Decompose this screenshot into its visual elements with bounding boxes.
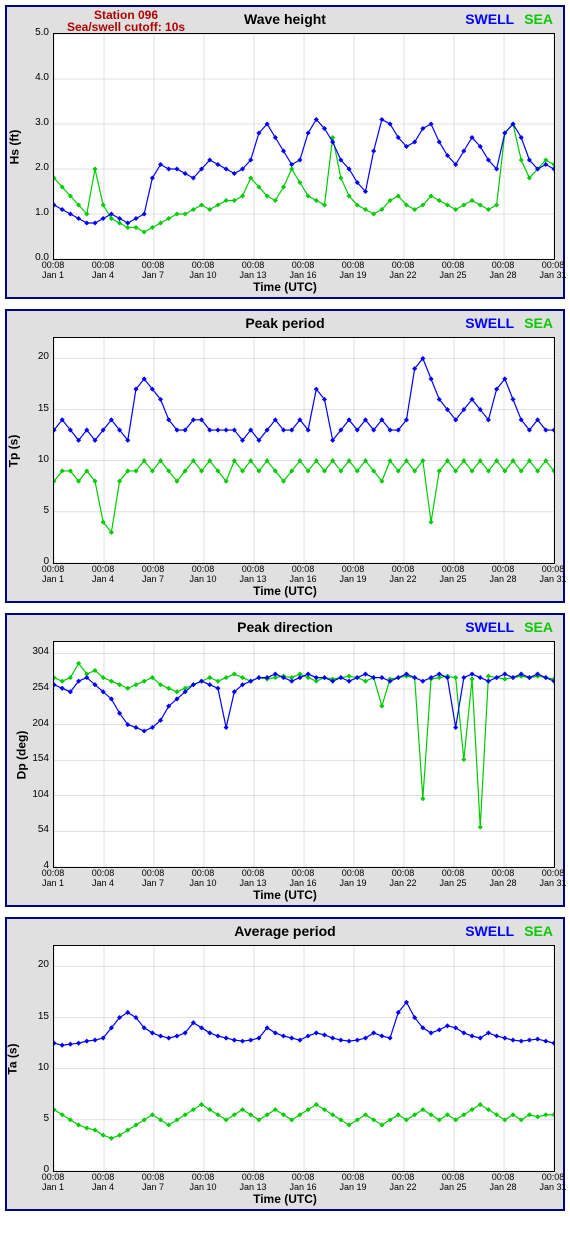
x-tick: 00:08 Jan 4 (83, 1172, 123, 1192)
x-tick: 00:08 Jan 31 (533, 1172, 570, 1192)
x-tick: 00:08 Jan 19 (333, 564, 373, 584)
legend: SWELL SEA (465, 923, 553, 939)
y-tick: 104 (17, 789, 49, 800)
x-tick: 00:08 Jan 13 (233, 260, 273, 280)
x-tick: 00:08 Jan 22 (383, 868, 423, 888)
x-tick: 00:08 Jan 10 (183, 564, 223, 584)
y-tick: 5.0 (17, 27, 49, 38)
x-tick: 00:08 Jan 4 (83, 260, 123, 280)
plot-area (53, 945, 555, 1172)
y-tick: 54 (17, 824, 49, 835)
x-axis-label: Time (UTC) (7, 1192, 563, 1206)
x-tick: 00:08 Jan 1 (33, 868, 73, 888)
y-tick: 15 (17, 1011, 49, 1022)
legend-sea: SEA (524, 923, 553, 939)
x-tick: 00:08 Jan 10 (183, 1172, 223, 1192)
x-tick: 00:08 Jan 31 (533, 564, 570, 584)
x-tick: 00:08 Jan 22 (383, 260, 423, 280)
plot-area (53, 641, 555, 868)
panel-peak-direction: Peak directionSWELLSEADp (deg)4541041542… (5, 613, 565, 907)
legend-swell: SWELL (465, 619, 514, 635)
y-tick: 10 (17, 1062, 49, 1073)
legend-swell: SWELL (465, 315, 514, 331)
y-tick: 3.0 (17, 117, 49, 128)
y-axis-label: Hs (ft) (7, 129, 21, 164)
x-tick: 00:08 Jan 16 (283, 260, 323, 280)
legend-sea: SEA (524, 11, 553, 27)
x-tick: 00:08 Jan 25 (433, 868, 473, 888)
x-tick: 00:08 Jan 7 (133, 260, 173, 280)
x-tick: 00:08 Jan 7 (133, 1172, 173, 1192)
x-tick: 00:08 Jan 7 (133, 868, 173, 888)
x-tick: 00:08 Jan 16 (283, 868, 323, 888)
x-tick: 00:08 Jan 22 (383, 1172, 423, 1192)
x-tick: 00:08 Jan 1 (33, 1172, 73, 1192)
x-tick: 00:08 Jan 10 (183, 868, 223, 888)
x-tick: 00:08 Jan 28 (483, 564, 523, 584)
legend-sea: SEA (524, 619, 553, 635)
x-axis-label: Time (UTC) (7, 280, 563, 294)
y-tick: 10 (17, 454, 49, 465)
x-tick: 00:08 Jan 16 (283, 564, 323, 584)
y-tick: 15 (17, 403, 49, 414)
y-tick: 20 (17, 959, 49, 970)
x-tick: 00:08 Jan 13 (233, 1172, 273, 1192)
plot-area (53, 337, 555, 564)
y-tick: 304 (17, 646, 49, 657)
x-tick: 00:08 Jan 4 (83, 564, 123, 584)
x-tick: 00:08 Jan 4 (83, 868, 123, 888)
y-tick: 154 (17, 753, 49, 764)
x-tick: 00:08 Jan 25 (433, 564, 473, 584)
legend: SWELL SEA (465, 315, 553, 331)
x-tick: 00:08 Jan 19 (333, 868, 373, 888)
x-tick: 00:08 Jan 1 (33, 260, 73, 280)
legend: SWELL SEA (465, 619, 553, 635)
x-axis-label: Time (UTC) (7, 584, 563, 598)
legend-swell: SWELL (465, 923, 514, 939)
x-tick: 00:08 Jan 28 (483, 868, 523, 888)
x-tick: 00:08 Jan 10 (183, 260, 223, 280)
x-tick: 00:08 Jan 16 (283, 1172, 323, 1192)
y-tick: 1.0 (17, 207, 49, 218)
panel-average-period: Average periodSWELLSEATa (s)0510152000:0… (5, 917, 565, 1211)
panel-wave-height: Station 096Sea/swell cutoff: 10sWave hei… (5, 5, 565, 299)
y-tick: 2.0 (17, 162, 49, 173)
x-tick: 00:08 Jan 25 (433, 260, 473, 280)
legend-sea: SEA (524, 315, 553, 331)
y-tick: 4.0 (17, 72, 49, 83)
y-tick: 5 (17, 505, 49, 516)
legend-swell: SWELL (465, 11, 514, 27)
x-tick: 00:08 Jan 22 (383, 564, 423, 584)
plot-area (53, 33, 555, 260)
legend: SWELL SEA (465, 11, 553, 27)
y-tick: 204 (17, 718, 49, 729)
x-tick: 00:08 Jan 28 (483, 260, 523, 280)
y-tick: 254 (17, 682, 49, 693)
x-tick: 00:08 Jan 1 (33, 564, 73, 584)
x-tick: 00:08 Jan 13 (233, 564, 273, 584)
x-tick: 00:08 Jan 19 (333, 260, 373, 280)
x-tick: 00:08 Jan 13 (233, 868, 273, 888)
x-tick: 00:08 Jan 31 (533, 260, 570, 280)
x-tick: 00:08 Jan 31 (533, 868, 570, 888)
x-tick: 00:08 Jan 25 (433, 1172, 473, 1192)
y-tick: 5 (17, 1113, 49, 1124)
x-tick: 00:08 Jan 19 (333, 1172, 373, 1192)
y-tick: 20 (17, 351, 49, 362)
x-axis-label: Time (UTC) (7, 888, 563, 902)
panel-peak-period: Peak periodSWELLSEATp (s)0510152000:08 J… (5, 309, 565, 603)
x-tick: 00:08 Jan 7 (133, 564, 173, 584)
x-tick: 00:08 Jan 28 (483, 1172, 523, 1192)
